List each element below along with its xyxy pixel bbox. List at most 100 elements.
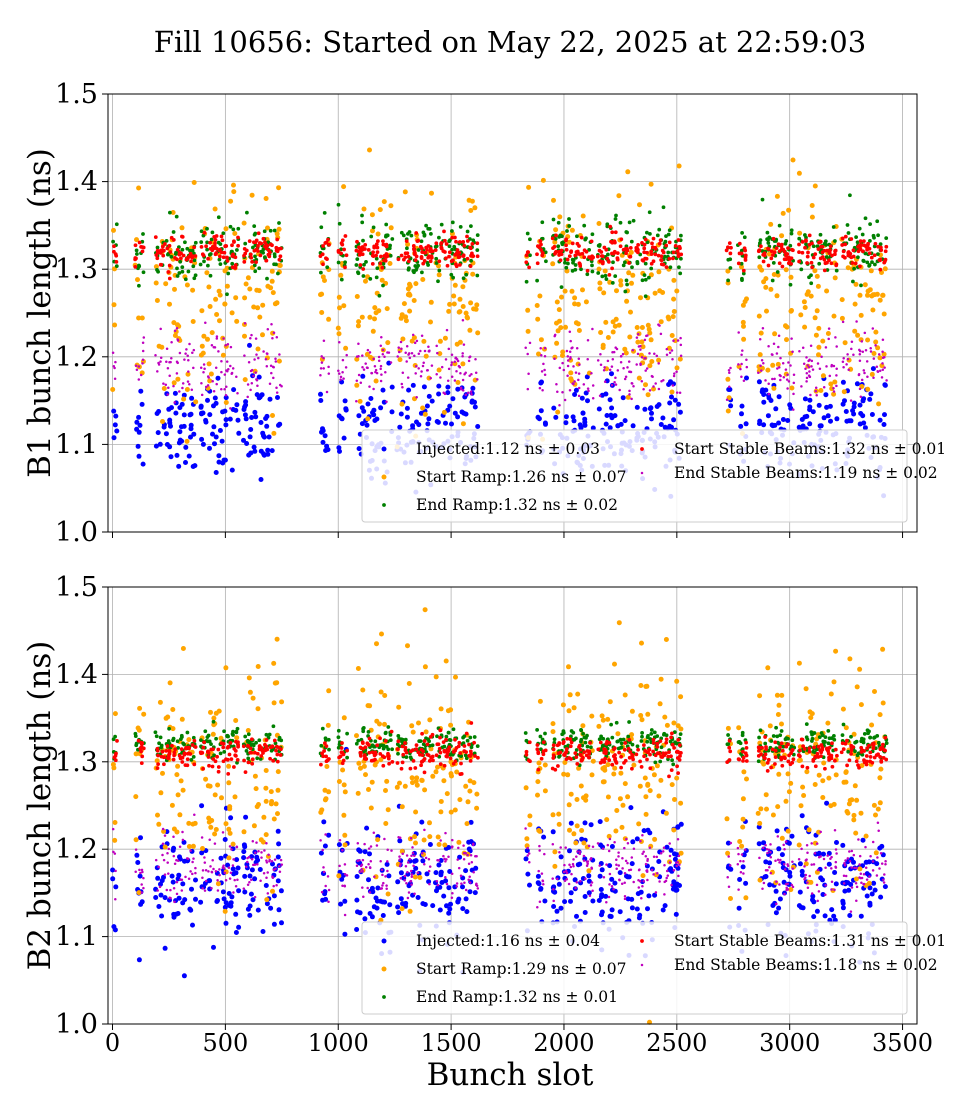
data-point xyxy=(361,274,366,278)
data-point xyxy=(256,244,260,248)
data-point xyxy=(853,876,859,882)
data-point xyxy=(252,773,258,779)
data-point xyxy=(877,417,883,423)
data-point xyxy=(828,244,833,249)
data-point xyxy=(840,842,846,848)
data-point xyxy=(461,240,466,244)
data-point xyxy=(662,424,668,430)
data-point xyxy=(840,905,846,911)
data-point xyxy=(364,825,370,831)
data-point xyxy=(223,388,226,391)
data-point xyxy=(426,879,432,885)
data-point xyxy=(420,370,423,373)
data-point xyxy=(789,833,795,839)
data-point xyxy=(657,227,662,232)
data-point xyxy=(461,355,464,358)
data-point xyxy=(413,264,418,268)
data-point xyxy=(241,744,246,749)
data-point xyxy=(243,399,249,405)
data-point xyxy=(556,811,562,817)
data-point xyxy=(413,341,417,345)
data-point xyxy=(469,198,475,204)
data-point xyxy=(429,398,435,404)
data-point xyxy=(810,409,816,415)
data-point xyxy=(365,366,369,369)
data-point xyxy=(165,360,168,363)
data-point xyxy=(401,233,406,238)
data-point xyxy=(265,276,269,281)
data-point xyxy=(215,754,219,759)
data-point xyxy=(447,403,453,409)
data-point xyxy=(602,368,606,372)
data-point xyxy=(253,254,257,259)
data-point xyxy=(411,298,417,303)
data-point xyxy=(725,398,729,401)
data-point xyxy=(800,240,805,244)
data-point xyxy=(223,400,229,405)
data-point xyxy=(159,356,163,359)
data-point xyxy=(341,812,347,818)
data-point xyxy=(468,374,471,377)
data-point xyxy=(543,355,547,358)
data-point xyxy=(627,334,633,340)
data-point xyxy=(162,762,166,767)
data-point xyxy=(416,720,421,726)
data-point xyxy=(228,224,233,229)
data-point xyxy=(787,870,793,875)
data-point xyxy=(261,814,267,820)
data-point xyxy=(804,238,808,243)
data-point xyxy=(383,243,388,248)
data-point xyxy=(882,884,888,890)
data-point xyxy=(726,733,730,737)
data-point xyxy=(322,889,328,895)
data-point xyxy=(185,371,191,377)
data-point xyxy=(673,372,676,375)
data-point xyxy=(807,365,811,369)
data-point xyxy=(563,420,569,426)
data-point xyxy=(643,811,649,817)
data-point xyxy=(857,292,863,298)
data-point xyxy=(413,865,419,871)
data-point xyxy=(134,419,140,425)
data-point xyxy=(186,745,191,750)
data-point xyxy=(355,239,359,244)
data-point xyxy=(639,717,645,723)
data-point xyxy=(553,227,559,233)
data-point xyxy=(562,899,568,905)
data-point xyxy=(361,365,364,369)
data-point xyxy=(656,253,661,258)
data-point xyxy=(208,371,214,377)
data-point xyxy=(770,362,776,368)
data-point xyxy=(671,256,675,261)
data-point xyxy=(670,349,674,352)
data-point xyxy=(789,385,795,391)
data-point xyxy=(268,789,274,795)
data-point xyxy=(643,357,646,360)
data-point xyxy=(537,698,543,704)
data-point xyxy=(785,378,789,381)
data-point xyxy=(456,839,462,845)
b1-panel: 1.01.11.21.31.41.5B1 bunch length (ns) In… xyxy=(22,79,946,548)
data-point xyxy=(827,917,833,923)
data-point xyxy=(200,410,206,416)
data-point xyxy=(193,254,198,258)
data-point xyxy=(270,371,273,375)
data-point xyxy=(780,210,786,216)
data-point xyxy=(570,241,575,246)
data-point xyxy=(835,374,838,377)
data-point xyxy=(606,833,612,839)
data-point xyxy=(320,439,326,445)
data-point xyxy=(422,259,427,263)
data-point xyxy=(765,230,770,235)
data-point xyxy=(319,225,324,230)
data-point xyxy=(399,737,404,742)
data-point xyxy=(573,263,578,267)
data-point xyxy=(659,254,664,259)
data-point xyxy=(186,269,191,274)
data-point xyxy=(771,377,774,381)
data-point xyxy=(270,290,276,296)
data-point xyxy=(807,359,810,363)
data-point xyxy=(651,236,656,241)
data-point xyxy=(245,906,251,912)
data-point xyxy=(677,265,681,270)
